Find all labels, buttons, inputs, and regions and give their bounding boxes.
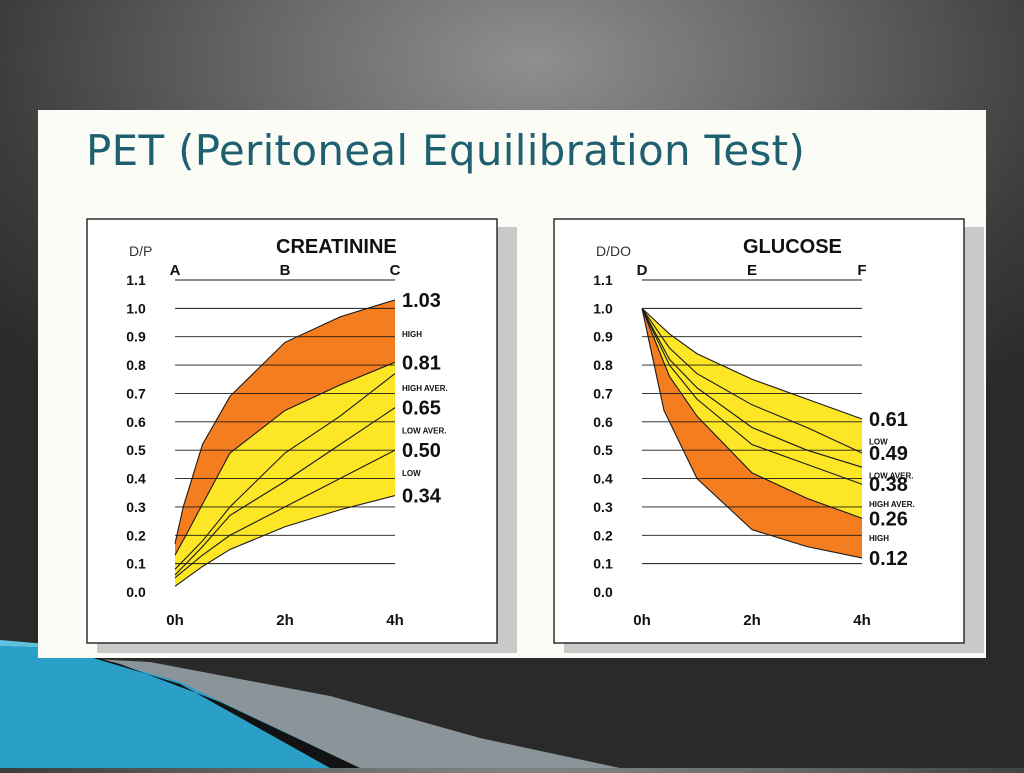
category-label: HIGH [402,330,422,339]
slide-panel: PET (Peritoneal Equilibration Test) D/P C… [38,110,986,658]
end-value-label: 0.34 [402,486,442,508]
top-letter-a: A [170,262,181,279]
series-line-4 [641,308,863,485]
decorative-swoosh [0,640,620,768]
y-tick-label: 0.7 [593,385,613,401]
series-line-3 [641,308,863,468]
x-tick-label: 4h [386,612,404,629]
series-line-6 [174,495,396,587]
band-orange-1 [642,308,862,558]
end-value-label: 0.12 [869,548,908,570]
x-tick-label: 0h [633,612,651,629]
top-letter-b: B [280,262,291,279]
y-axis-label: D/DO [596,243,631,259]
end-value-label: 0.61 [869,409,908,431]
series-line-2 [641,308,863,454]
y-tick-label: 0.3 [593,499,613,515]
end-value-label: 0.26 [869,508,908,530]
category-label: LOW AVER. [869,472,913,481]
end-value-label: 1.03 [402,290,441,312]
category-label: HIGH [869,534,889,543]
swoosh-blue-shape [0,646,360,768]
chart-title: CREATININE [276,236,397,258]
end-value-label: 0.65 [402,398,441,420]
top-letter-c: C [390,262,401,279]
series-line-1 [641,307,863,420]
top-letter-f: F [857,262,866,279]
swoosh-dark-shape [60,648,360,768]
series-line-5 [174,449,396,579]
x-tick-label: 2h [276,612,294,629]
x-tick-label: 2h [743,612,761,629]
chart-title: GLUCOSE [743,236,842,258]
y-tick-label: 0.8 [593,357,613,373]
band-yellow-1 [175,362,395,587]
y-tick-label: 0.2 [593,527,613,543]
y-tick-label: 0.4 [593,471,613,487]
y-tick-label: 0.1 [126,556,146,572]
y-tick-label: 0.4 [126,471,146,487]
y-tick-label: 0.6 [126,414,146,430]
y-tick-label: 0.0 [593,584,613,600]
y-tick-label: 0.5 [593,442,613,458]
category-label: HIGH AVER. [402,384,448,393]
y-tick-label: 0.3 [126,499,146,515]
category-label: LOW AVER. [402,426,446,435]
series-line-4 [174,407,396,576]
y-tick-label: 1.0 [126,300,146,316]
slide-title: PET (Peritoneal Equilibration Test) [86,126,806,175]
series-line-3 [174,373,396,570]
band-yellow-0 [642,308,862,519]
y-axis-label: D/P [129,243,152,259]
x-tick-label: 4h [853,612,871,629]
end-value-label: 0.49 [869,443,908,465]
end-value-label: 0.50 [402,440,441,462]
y-tick-label: 0.1 [593,556,613,572]
category-label: HIGH AVER. [869,500,915,509]
x-tick-label: 0h [166,612,184,629]
creatinine-chart: D/P CREATININE A B C 0.0 0.1 0.2 0.3 0.4 0.5 0.6 0.7… [86,218,517,653]
band-orange-0 [175,299,395,556]
y-tick-label: 0.9 [126,329,146,345]
series-line-5 [641,308,863,519]
category-label: LOW [869,438,888,447]
end-value-label: 0.81 [402,352,441,374]
y-tick-label: 0.5 [126,442,146,458]
top-letter-e: E [747,262,757,279]
y-tick-label: 1.0 [593,300,613,316]
series-line-2 [174,361,396,556]
series-line-1 [174,299,396,544]
y-tick-label: 0.6 [593,414,613,430]
y-tick-label: 0.9 [593,329,613,345]
category-label: LOW [402,469,421,478]
y-tick-label: 1.1 [126,272,146,288]
y-tick-label: 0.8 [126,357,146,373]
series-line-6 [641,308,863,559]
y-tick-label: 0.2 [126,527,146,543]
y-tick-label: 0.7 [126,385,146,401]
end-value-label: 0.38 [869,474,908,496]
top-letter-d: D [637,262,648,279]
y-tick-label: 1.1 [593,272,613,288]
glucose-chart: D/DO GLUCOSE D E F 0.0 0.1 0.2 0.3 0.4 0.5 0.6 0.7 0.… [553,218,984,653]
y-tick-label: 0.0 [126,584,146,600]
